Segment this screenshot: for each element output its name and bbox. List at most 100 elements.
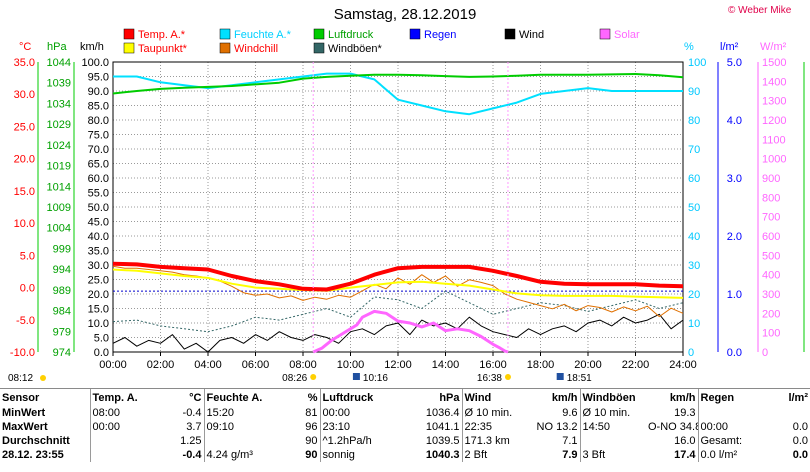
legend-swatch <box>123 42 135 54</box>
sun-marker-label: 18:51 <box>567 373 592 384</box>
rain-axis-tick-label: 4.0 <box>727 115 742 127</box>
cell: sonnig <box>319 448 396 462</box>
humidity-axis-tick-label: 90 <box>688 86 700 98</box>
cell: 00:00 <box>89 420 156 434</box>
series-line-luftdruck <box>112 73 684 95</box>
header-temp-unit: °C <box>189 391 202 404</box>
pressure-axis-tick-label: 1004 <box>47 223 71 235</box>
series-line-solar <box>312 309 509 354</box>
wind-axis-tick-label: 30.0 <box>88 260 109 272</box>
cell: 23:10 <box>319 420 396 434</box>
solar-axis-tick-label: 900 <box>762 173 780 185</box>
wind-axis-tick-label: 25.0 <box>88 275 109 287</box>
pressure-axis-tick-label: 984 <box>53 306 71 318</box>
legend-swatch <box>409 28 421 40</box>
rain-axis-tick-label: 3.0 <box>727 173 742 185</box>
x-tick-label: 12:00 <box>384 359 412 371</box>
stats-table: Sensor Temp. A. °C Feuchte A. % Luftdruc… <box>0 388 810 472</box>
solar-axis-tick-label: 700 <box>762 212 780 224</box>
cell: Ø 10 min. <box>579 406 646 420</box>
header-humidity-unit: % <box>307 391 318 404</box>
cell <box>89 434 156 448</box>
humidity-axis-tick-label: 70 <box>688 144 700 156</box>
legend-label: Taupunkt* <box>138 43 188 55</box>
x-tick-label: 06:00 <box>242 359 270 371</box>
x-tick-label: 10:00 <box>337 359 365 371</box>
series-line-wind <box>112 313 684 353</box>
solar-axis-tick-label: 1100 <box>762 134 786 146</box>
pressure-axis-tick-label: 974 <box>53 347 71 359</box>
cell: 17.4 <box>674 449 696 461</box>
header-wind: Wind <box>461 389 528 406</box>
humidity-axis-tick-label: 20 <box>688 289 700 301</box>
wind-axis-tick-label: 60.0 <box>88 173 109 185</box>
chart-title: Samstag, 28.12.2019 <box>333 6 477 23</box>
cell: 1041.1 <box>425 421 460 433</box>
cell: 08:00 <box>89 406 156 420</box>
pressure-axis-tick-label: 1014 <box>47 181 71 193</box>
header-sensor: Sensor <box>2 391 40 404</box>
cell: 1039.5 <box>425 435 460 447</box>
wind-axis-tick-label: 90.0 <box>88 86 109 98</box>
temp-axis-tick-label: -10.0 <box>10 347 35 359</box>
row-label: Durchschnitt <box>2 435 70 447</box>
pressure-axis-tick-label: 979 <box>53 326 71 338</box>
legend-label: Windböen* <box>328 43 383 55</box>
wind-axis-tick-label: 5.0 <box>94 333 109 345</box>
cell <box>758 406 810 420</box>
cell <box>89 448 156 462</box>
temp-axis-tick-label: 5.0 <box>20 250 35 262</box>
pressure-axis-tick-label: 1044 <box>47 57 71 69</box>
wind-axis-tick-label: 80.0 <box>88 115 109 127</box>
pressure-axis-tick-label: 1024 <box>47 140 71 152</box>
wind-axis-tick-label: 100.0 <box>81 57 109 69</box>
temp-axis-tick-label: 30.0 <box>14 89 35 101</box>
rain-axis-tick-label: 2.0 <box>727 231 742 243</box>
cell: 00:00 <box>319 406 396 420</box>
humidity-axis-tick-label: 60 <box>688 173 700 185</box>
cell: 0.0 l/m² <box>697 448 758 462</box>
legend-label: Windchill <box>234 43 278 55</box>
cell: 7.1 <box>562 435 578 447</box>
legend-swatch <box>599 28 611 40</box>
solar-axis-tick-label: 800 <box>762 192 780 204</box>
cell: 2 Bft <box>461 448 528 462</box>
temp-axis-tick-label: -5.0 <box>16 315 35 327</box>
solar-axis-tick-label: 100 <box>762 328 780 340</box>
humidity-unit-label: % <box>684 41 694 53</box>
sun-marker-label: 08:26 <box>282 373 307 384</box>
solar-axis-tick-label: 400 <box>762 270 780 282</box>
wind-axis-tick-label: 10.0 <box>88 318 109 330</box>
humidity-axis-tick-label: 40 <box>688 231 700 243</box>
wind-axis-tick-label: 75.0 <box>88 130 109 142</box>
solar-axis-tick-label: 500 <box>762 250 780 262</box>
legend-label: Wind <box>519 29 544 41</box>
legend-label: Feuchte A.* <box>234 29 292 41</box>
sun-icon <box>504 374 511 380</box>
cell: 7.9 <box>562 449 578 461</box>
cell: 4.24 g/m³ <box>203 448 274 462</box>
x-tick-label: 20:00 <box>574 359 602 371</box>
solar-axis-tick-label: 1200 <box>762 115 786 127</box>
temp-axis-tick-label: 0.0 <box>20 283 35 295</box>
sun-icon <box>40 375 46 381</box>
rain-axis-tick-label: 0.0 <box>727 347 742 359</box>
cell: 81 <box>305 407 318 419</box>
sun-marker-label: 10:16 <box>363 373 388 384</box>
cell: 09:10 <box>203 420 274 434</box>
pressure-unit-label: hPa <box>47 41 67 53</box>
x-tick-label: 08:00 <box>289 359 317 371</box>
row-label: MinWert <box>2 407 46 419</box>
cell: 1040.3 <box>425 449 460 461</box>
cell: ^1.2hPa/h <box>319 434 396 448</box>
header-pressure: Luftdruck <box>319 389 396 406</box>
plot-frame <box>112 61 684 353</box>
cell: 90 <box>305 449 318 461</box>
wind-axis-tick-label: 95.0 <box>88 72 109 84</box>
cell: Gesamt: <box>697 434 758 448</box>
solar-axis-tick-label: 1500 <box>762 57 786 69</box>
legend-swatch <box>219 28 231 40</box>
cell: 14:50 <box>579 420 646 434</box>
cell: 90 <box>305 435 318 447</box>
cell: 171.3 km <box>461 434 528 448</box>
